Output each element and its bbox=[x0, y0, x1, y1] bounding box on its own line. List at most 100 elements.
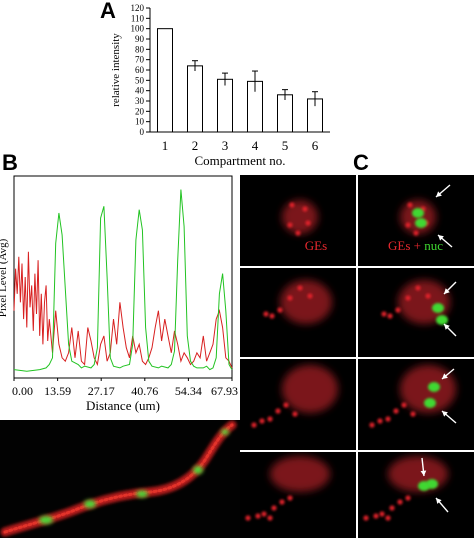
bar bbox=[217, 78, 233, 133]
ge-dot bbox=[385, 416, 391, 422]
ge-dot bbox=[295, 230, 301, 236]
bar-y-tick-label: 90 bbox=[135, 34, 145, 44]
bar-y-tick-label: 70 bbox=[135, 55, 145, 65]
cell-body bbox=[398, 280, 450, 324]
ge-dot bbox=[379, 511, 385, 517]
label-ges-plus-text: GEs + bbox=[387, 238, 425, 253]
bar-x-tick-label: 4 bbox=[252, 138, 259, 153]
bar-y-tick-label: 100 bbox=[131, 24, 145, 34]
micrograph-cell bbox=[240, 452, 356, 538]
panel-letter-a: A bbox=[100, 0, 116, 23]
micrograph-cell bbox=[358, 175, 474, 266]
ge-dot bbox=[297, 285, 303, 291]
micrograph-cell bbox=[240, 359, 356, 450]
micrograph-image bbox=[282, 200, 318, 236]
line-x-tick-label: 54.34 bbox=[175, 384, 202, 398]
ge-dot bbox=[413, 230, 419, 236]
cell-body bbox=[388, 456, 448, 492]
bar-y-tick-label: 20 bbox=[135, 106, 145, 116]
ge-dot bbox=[397, 499, 403, 505]
ge-dot bbox=[263, 311, 269, 317]
ge-dot bbox=[395, 307, 401, 313]
ge-dot bbox=[283, 402, 289, 408]
nucleus bbox=[436, 315, 448, 325]
ge-dot bbox=[363, 515, 369, 521]
micrograph-image bbox=[400, 184, 453, 248]
ge-dot bbox=[387, 313, 393, 319]
ge-dot bbox=[389, 505, 395, 511]
bar-y-tick-label: 0 bbox=[140, 127, 145, 137]
ge-dot bbox=[245, 515, 251, 521]
ge-dot bbox=[277, 307, 283, 313]
cell-body bbox=[270, 456, 330, 492]
line-x-axis-title: Distance (um) bbox=[86, 398, 160, 413]
bar bbox=[157, 28, 173, 133]
micrograph-cell bbox=[240, 268, 356, 357]
hypha-micrograph bbox=[0, 420, 240, 538]
ge-dot bbox=[381, 311, 387, 317]
bar-y-tick-label: 40 bbox=[135, 86, 145, 96]
ge-dot bbox=[305, 220, 311, 226]
ge-dot bbox=[279, 499, 285, 505]
ge-dot bbox=[373, 513, 379, 519]
line-y-axis-title: Pixel Level (Avg) bbox=[0, 238, 9, 317]
ge-dot bbox=[251, 422, 257, 428]
hypha-image bbox=[0, 420, 237, 537]
cell-body bbox=[282, 200, 318, 234]
ge-dot bbox=[405, 222, 411, 228]
ge-dot bbox=[415, 285, 421, 291]
arrow-head bbox=[444, 324, 450, 330]
bar-x-tick-label: 2 bbox=[192, 138, 199, 153]
ge-dot bbox=[369, 422, 375, 428]
ge-dot bbox=[302, 206, 308, 212]
micrograph-cell bbox=[358, 268, 474, 357]
ge-dot bbox=[410, 411, 416, 417]
ge-dot bbox=[401, 402, 407, 408]
micrograph-image bbox=[251, 365, 338, 428]
bar-y-tick-label: 10 bbox=[135, 117, 145, 127]
nucleus bbox=[418, 481, 430, 491]
ge-dot bbox=[269, 313, 275, 319]
bar-x-tick-label: 6 bbox=[312, 138, 319, 153]
micrograph-image bbox=[381, 280, 457, 337]
ge-dot bbox=[271, 505, 277, 511]
bar-y-tick-label: 80 bbox=[135, 44, 145, 54]
nucleus bbox=[415, 218, 427, 228]
bar-y-tick-label: 120 bbox=[131, 3, 145, 13]
ge-dot bbox=[393, 408, 399, 414]
arrow-head bbox=[438, 235, 444, 241]
line-series-1 bbox=[13, 251, 233, 369]
line-plot-frame bbox=[13, 175, 233, 379]
bar-y-tick-label: 50 bbox=[135, 75, 145, 85]
bar-y-tick-label: 110 bbox=[131, 13, 145, 23]
line-series-0 bbox=[13, 189, 233, 372]
cell-body bbox=[282, 365, 338, 413]
ge-dot bbox=[287, 495, 293, 501]
nucleus bbox=[424, 398, 436, 408]
panel-letter-b: B bbox=[2, 150, 18, 175]
micrograph-image bbox=[363, 456, 449, 521]
ge-dot bbox=[287, 295, 293, 301]
bar bbox=[277, 94, 293, 133]
arrow-head bbox=[436, 498, 442, 504]
bar-x-tick-label: 3 bbox=[222, 138, 229, 153]
arrow-head bbox=[444, 288, 450, 294]
bar-y-tick-label: 60 bbox=[135, 65, 145, 75]
micrograph-cell bbox=[240, 175, 356, 266]
micrograph-cell bbox=[358, 452, 474, 538]
nucleus bbox=[428, 382, 440, 392]
ge-dot bbox=[267, 515, 273, 521]
label-nuc-text: nuc bbox=[424, 238, 443, 253]
label-ges-nuc: GEs + nuc bbox=[357, 238, 474, 254]
micrograph-image bbox=[369, 365, 457, 428]
ge-dot bbox=[267, 416, 273, 422]
line-chart: 0.00 13.59 27.17 40.76 54.34 67.93 Pixel Leve… bbox=[0, 175, 238, 413]
line-x-tick-label: 67.93 bbox=[211, 384, 238, 398]
arrow-head bbox=[442, 373, 448, 379]
arrow-head bbox=[442, 411, 448, 417]
arrow-head bbox=[420, 470, 427, 476]
bar-y-axis-title: relative intensity bbox=[110, 33, 122, 107]
label-ges: GEs bbox=[276, 238, 356, 254]
nucleus bbox=[412, 208, 424, 218]
ge-dot bbox=[261, 511, 267, 517]
